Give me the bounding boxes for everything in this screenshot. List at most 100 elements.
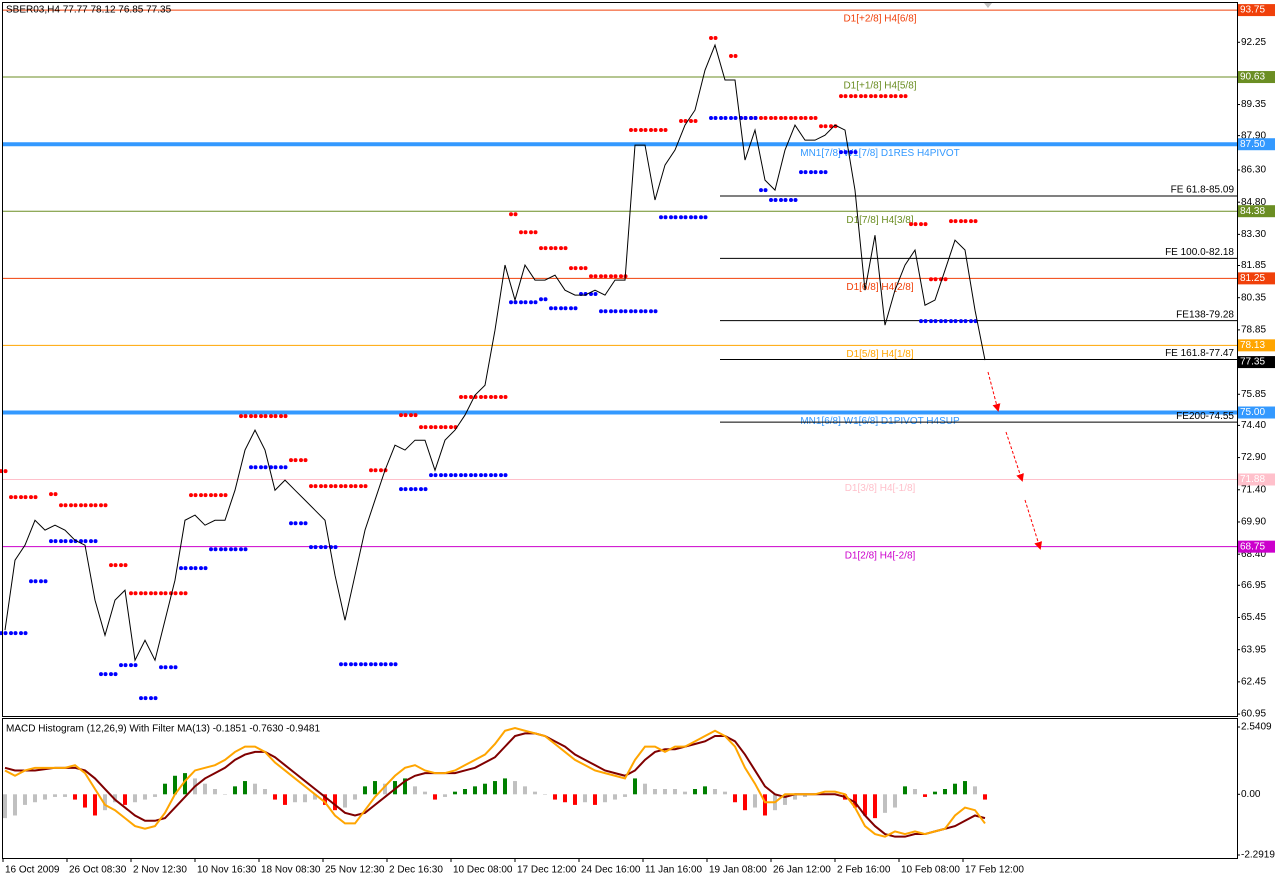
- macd-histogram-bar: [783, 794, 787, 805]
- y-tick-label: 71.40: [1241, 484, 1266, 495]
- level-label: MN1[7/8] W1[7/8] D1RES H4PIVOT: [800, 148, 960, 159]
- macd-histogram-bar: [53, 794, 57, 797]
- macd-histogram-bar: [353, 794, 357, 800]
- level-price-box: [1238, 473, 1275, 486]
- level-label: D1[3/8] H4[-1/8]: [845, 483, 916, 494]
- macd-histogram-bar: [73, 794, 77, 800]
- level-label: D1[+2/8] H4[6/8]: [843, 14, 916, 25]
- macd-histogram-bar: [533, 791, 537, 795]
- macd-histogram-bar: [913, 789, 917, 795]
- x-tick-label: 2 Dec 16:30: [389, 865, 443, 876]
- macd-main-line: [4, 727, 986, 838]
- macd-histogram-bar: [943, 789, 947, 795]
- macd-histogram-bar: [893, 794, 897, 808]
- macd-histogram-bar: [413, 786, 417, 795]
- macd-histogram-bar: [453, 791, 457, 795]
- y-tick-label: 74.40: [1241, 420, 1266, 431]
- macd-histogram-bar: [683, 791, 687, 795]
- macd-histogram-bar: [13, 794, 17, 816]
- projection-arrow: [1005, 431, 1024, 482]
- macd-histogram-bar: [753, 794, 757, 808]
- macd-histogram-bar: [903, 786, 907, 795]
- level-price-label: 84.38: [1240, 206, 1265, 217]
- macd-histogram-bar: [863, 794, 867, 816]
- macd-histogram-bar: [423, 791, 427, 795]
- y-tick-label: 87.90: [1241, 130, 1266, 141]
- macd-signal-line: [4, 732, 986, 838]
- x-tick-label: 18 Nov 08:30: [261, 865, 321, 876]
- y-tick-label: 75.85: [1241, 389, 1266, 400]
- y-tick-label: 89.35: [1241, 99, 1266, 110]
- level-price-label: 71.88: [1240, 474, 1265, 485]
- y-tick-label: 84.80: [1241, 197, 1266, 208]
- macd-histogram-bar: [763, 794, 767, 816]
- x-tick-label: 19 Jan 08:00: [709, 865, 767, 876]
- y-tick-label: 92.25: [1241, 37, 1266, 48]
- macd-histogram-bar: [673, 789, 677, 795]
- macd-histogram-bar: [653, 789, 657, 795]
- macd-y-tick-label: 0.00: [1241, 789, 1261, 800]
- macd-histogram-bar: [873, 794, 877, 819]
- macd-histogram-bar: [233, 786, 237, 795]
- y-tick-label: 86.30: [1241, 165, 1266, 176]
- macd-histogram-bar: [503, 778, 507, 795]
- level-label: D1[2/8] H4[-2/8]: [845, 550, 916, 561]
- macd-histogram-bar: [393, 781, 397, 795]
- level-price-label: 90.63: [1240, 72, 1265, 83]
- level-price-label: 75.00: [1240, 407, 1265, 418]
- macd-histogram-bar: [93, 794, 97, 816]
- y-tick-label: 63.95: [1241, 644, 1266, 655]
- macd-y-tick-label: 2.5409: [1241, 722, 1272, 733]
- level-label: D1[+1/8] H4[5/8]: [843, 81, 916, 92]
- level-price-box: [1238, 272, 1275, 285]
- y-tick-label: 60.95: [1241, 709, 1266, 720]
- macd-title: MACD Histogram (12,26,9) With Filter MA(…: [6, 724, 320, 735]
- y-tick-label: 72.90: [1241, 452, 1266, 463]
- fib-label: FE 61.8-85.09: [1171, 185, 1235, 196]
- macd-histogram-bar: [303, 794, 307, 803]
- macd-histogram-bar: [513, 781, 517, 795]
- macd-histogram-bar: [373, 781, 377, 795]
- macd-histogram-bar: [203, 783, 207, 795]
- level-price-label: 68.75: [1240, 541, 1265, 552]
- macd-histogram-bar: [313, 794, 317, 800]
- macd-histogram-bar: [143, 794, 147, 800]
- macd-histogram-bar: [723, 791, 727, 795]
- macd-histogram-bar: [43, 794, 47, 800]
- macd-histogram-bar: [633, 778, 637, 795]
- level-price-box: [1238, 540, 1275, 553]
- macd-histogram-bar: [133, 794, 137, 803]
- macd-histogram-bar: [973, 786, 977, 795]
- level-label: D1[6/8] H4[2/8]: [846, 282, 913, 293]
- macd-histogram-bar: [463, 789, 467, 795]
- price-line: [4, 43, 986, 662]
- macd-histogram-bar: [603, 794, 607, 803]
- macd-histogram-bar: [933, 791, 937, 795]
- macd-histogram-bar: [263, 789, 267, 795]
- macd-histogram-bar: [623, 794, 627, 797]
- y-tick-label: 68.40: [1241, 549, 1266, 560]
- macd-panel-frame: [2, 718, 1238, 859]
- macd-histogram-bar: [473, 786, 477, 795]
- fib-label: FE138-79.28: [1176, 309, 1234, 320]
- macd-histogram-bar: [283, 794, 287, 805]
- y-tick-label: 62.45: [1241, 677, 1266, 688]
- macd-histogram-bar: [543, 794, 547, 795]
- macd-histogram-bar: [953, 783, 957, 795]
- x-tick-label: 25 Nov 12:30: [325, 865, 385, 876]
- level-label: D1[7/8] H4[3/8]: [846, 215, 913, 226]
- macd-histogram-bar: [663, 789, 667, 795]
- price-panel-frame: [2, 2, 1238, 717]
- last-price-box: [1238, 356, 1275, 369]
- x-tick-label: 17 Dec 12:00: [517, 865, 577, 876]
- y-tick-label: 69.90: [1241, 517, 1266, 528]
- y-tick-label: 81.85: [1241, 260, 1266, 271]
- macd-histogram-bar: [343, 794, 347, 808]
- macd-histogram-bar: [803, 794, 807, 797]
- x-tick-label: 26 Oct 08:30: [69, 865, 127, 876]
- fib-label: FE 161.8-77.47: [1165, 348, 1234, 359]
- macd-histogram-bar: [23, 794, 27, 805]
- macd-histogram-bar: [593, 794, 597, 805]
